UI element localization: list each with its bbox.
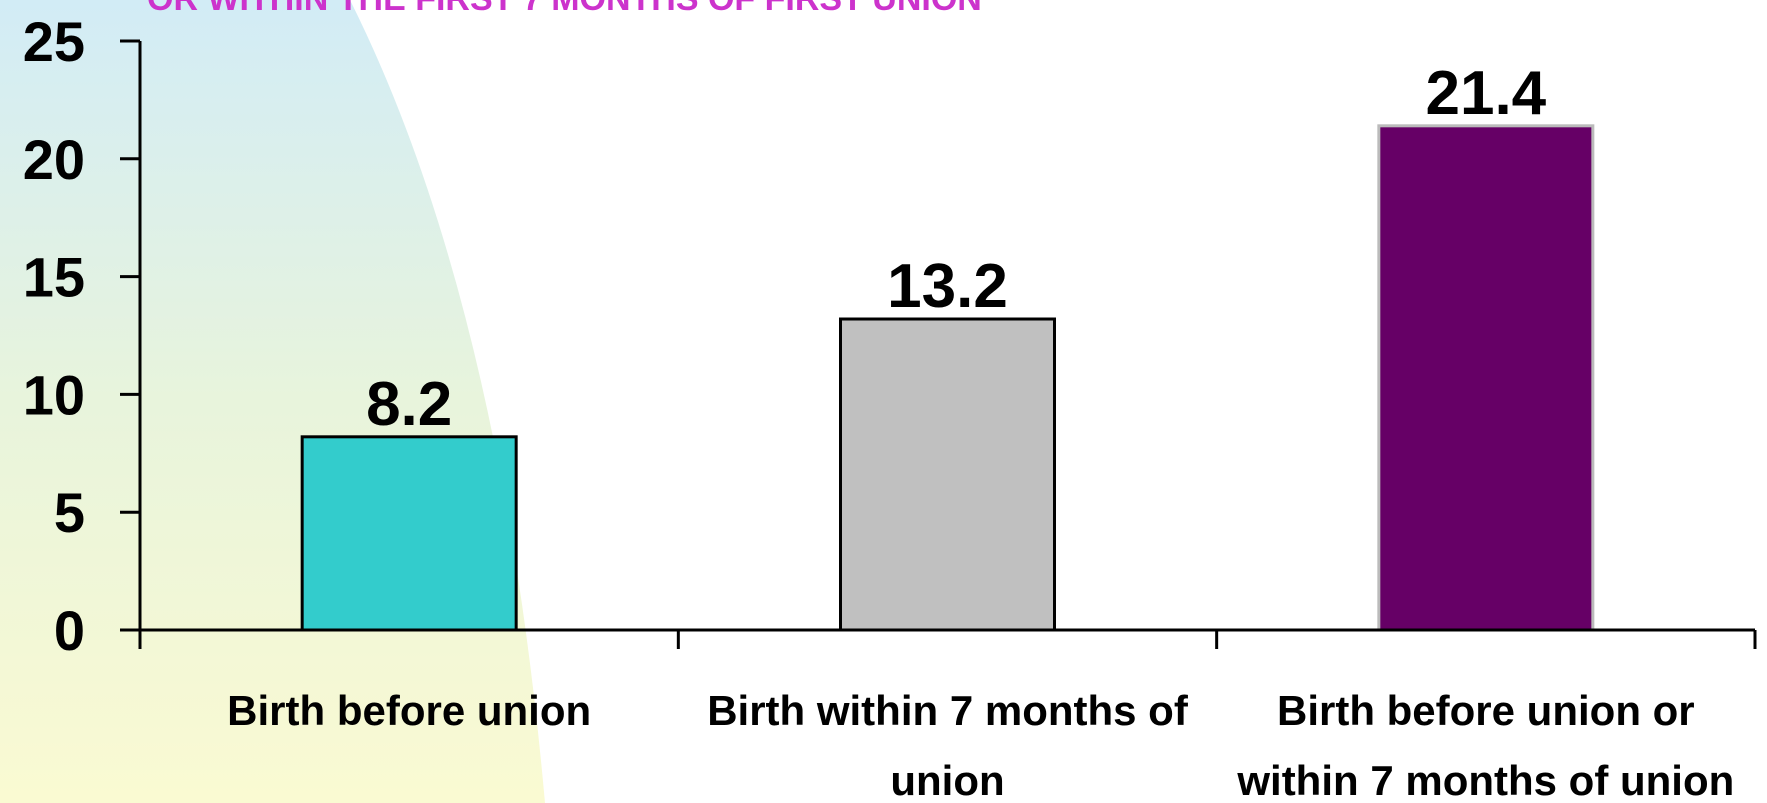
bar: [839, 317, 1056, 632]
y-tick-label: 20: [23, 128, 85, 191]
y-tick-label: 25: [23, 10, 85, 73]
value-label: 8.2: [366, 370, 452, 439]
x-tick-label: Birth before union or: [1277, 687, 1695, 734]
x-tick-label: union: [890, 757, 1004, 803]
chart-title: OR WITHIN THE FIRST 7 MONTHS OF FIRST UN…: [147, 0, 982, 18]
y-tick-label: 15: [23, 246, 85, 309]
bar: [1377, 124, 1595, 632]
value-label: 13.2: [887, 252, 1008, 321]
x-tick-label: within 7 months of union: [1236, 757, 1734, 803]
x-tick-label: Birth within 7 months of: [707, 687, 1189, 734]
y-tick-label: 5: [54, 481, 85, 544]
y-tick-label: 10: [23, 363, 85, 426]
bar: [300, 435, 518, 632]
value-label: 21.4: [1425, 59, 1546, 128]
y-tick-label: 0: [54, 599, 85, 662]
x-tick-label: Birth before union: [227, 687, 591, 734]
